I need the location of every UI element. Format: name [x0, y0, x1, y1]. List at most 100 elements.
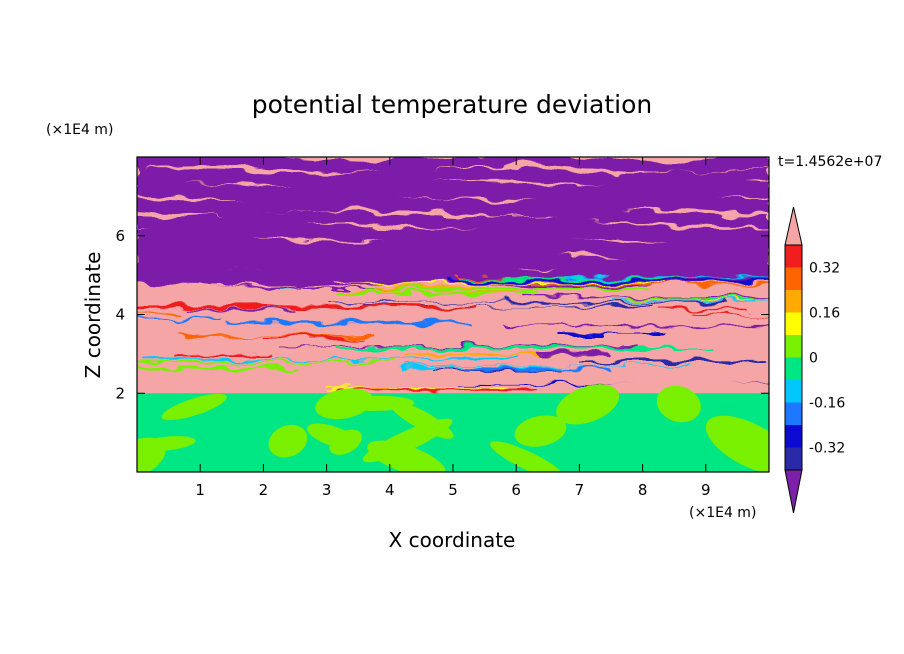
upper-layers	[137, 157, 769, 391]
field-layer	[137, 312, 180, 315]
x-axis: 1 2 3 4 5 6 7 8 9	[195, 157, 711, 499]
lower-swirl	[656, 385, 701, 423]
x-tick-label: 1	[195, 481, 205, 499]
x-axis-label: X coordinate	[389, 528, 516, 552]
field-layer	[370, 282, 668, 285]
field-layer	[280, 374, 427, 377]
field-stripe	[137, 236, 769, 259]
field-layer	[137, 305, 478, 309]
x-tick-label: 5	[448, 481, 458, 499]
field-layer	[143, 357, 521, 360]
colorbar-swatch	[785, 267, 802, 290]
chart-title: potential temperature deviation	[252, 90, 652, 119]
field-layer	[184, 308, 294, 312]
field-layer	[468, 317, 659, 319]
field-stripe	[137, 179, 769, 204]
x-tick-label: 8	[638, 481, 648, 499]
field-layer	[174, 383, 375, 386]
lower-layer	[137, 384, 769, 472]
x-tick-label: 4	[385, 481, 395, 499]
field-layer	[333, 388, 538, 391]
field-layer	[598, 383, 769, 387]
y-tick-label: 6	[115, 227, 125, 245]
x-tick-label: 2	[259, 481, 269, 499]
x-tick-label: 6	[511, 481, 521, 499]
field-layer	[399, 366, 560, 369]
colorbar-swatch	[785, 357, 802, 380]
colorbar-swatch	[785, 425, 802, 448]
field-layer	[137, 360, 399, 363]
lower-swirl	[362, 418, 453, 463]
field-layer	[335, 291, 539, 295]
colorbar-swatch	[785, 380, 802, 403]
field-layer	[201, 284, 295, 286]
colorbar-tick-label: -0.16	[809, 396, 845, 412]
colorbar-swatch	[785, 245, 802, 268]
lower-swirl	[306, 423, 359, 449]
field-layer	[174, 355, 273, 357]
colorbar-max-arrow	[784, 206, 803, 246]
colorbar-tick-label: -0.32	[809, 441, 845, 457]
colorbar: 0.32 0.16 0 -0.16 -0.32	[784, 206, 845, 514]
colorbar-swatch	[785, 447, 802, 470]
colorbar-swatch	[785, 312, 802, 335]
field-layer	[323, 386, 507, 389]
field-layer	[578, 359, 766, 363]
field-stripe	[137, 221, 769, 245]
field-layer	[137, 367, 297, 370]
lower-swirl	[514, 415, 567, 447]
field-layer	[557, 331, 665, 335]
field-layer	[365, 287, 649, 290]
colorbar-swatch	[785, 402, 802, 425]
field-layer	[690, 312, 769, 315]
field-layer	[148, 338, 227, 340]
y-axis-label: Z coordinate	[81, 252, 105, 379]
colorbar-frame	[784, 244, 803, 471]
field-layer	[403, 352, 572, 356]
colorbar-tick-label: 0.32	[809, 261, 840, 277]
field-layer	[463, 367, 609, 370]
field-layer	[509, 301, 729, 304]
field-layer	[614, 299, 769, 302]
field-layer	[407, 365, 692, 367]
lower-swirl	[705, 415, 769, 472]
colorbar-tick-label: 0	[809, 351, 818, 367]
field-stripe	[137, 166, 769, 187]
x-unit-label: (×1E4 m)	[689, 505, 756, 521]
field-layer	[337, 346, 713, 350]
colorbar-min-arrow	[784, 469, 803, 514]
x-tick-label: 7	[575, 481, 585, 499]
x-tick-label: 3	[322, 481, 332, 499]
field-layer	[660, 308, 747, 311]
colorbar-tick-label: 0.16	[809, 306, 840, 322]
field-layer	[261, 335, 362, 339]
lower-swirl	[137, 436, 196, 452]
field-layer	[179, 296, 459, 299]
field-layer	[537, 351, 609, 356]
field-layer	[524, 295, 769, 298]
lower-swirl	[161, 393, 227, 421]
field-layer	[530, 284, 674, 286]
y-unit-label: (×1E4 m)	[46, 122, 113, 138]
plot-area	[137, 157, 769, 472]
lower-swirl	[489, 441, 565, 472]
y-tick-label: 4	[115, 306, 125, 324]
field-layer	[180, 333, 374, 336]
lower-swirl	[268, 424, 308, 458]
colorbar-swatch	[785, 335, 802, 358]
lower-swirl	[315, 388, 374, 420]
field-layer	[226, 320, 469, 324]
field-layer	[137, 319, 223, 321]
field-layer	[450, 279, 769, 283]
x-tick-label: 9	[701, 481, 711, 499]
field-layer	[689, 283, 769, 286]
field-stripe	[137, 194, 769, 216]
time-label: t=1.4562e+07	[778, 154, 882, 170]
field-stripe	[137, 251, 769, 274]
field-stripe	[137, 210, 769, 230]
field-layer	[503, 325, 769, 327]
lower-swirl	[556, 384, 620, 425]
y-axis: 2 4 6	[115, 227, 769, 402]
colorbar-swatch	[785, 290, 802, 313]
